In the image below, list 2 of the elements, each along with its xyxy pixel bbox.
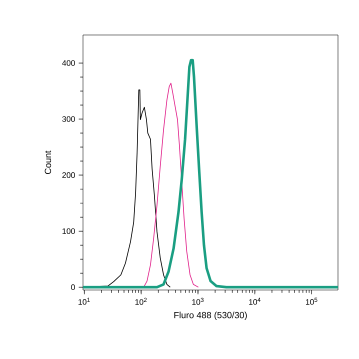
- y-axis-title: Count: [44, 150, 52, 174]
- x-axis-title: Fluro 488 (530/30): [174, 312, 247, 320]
